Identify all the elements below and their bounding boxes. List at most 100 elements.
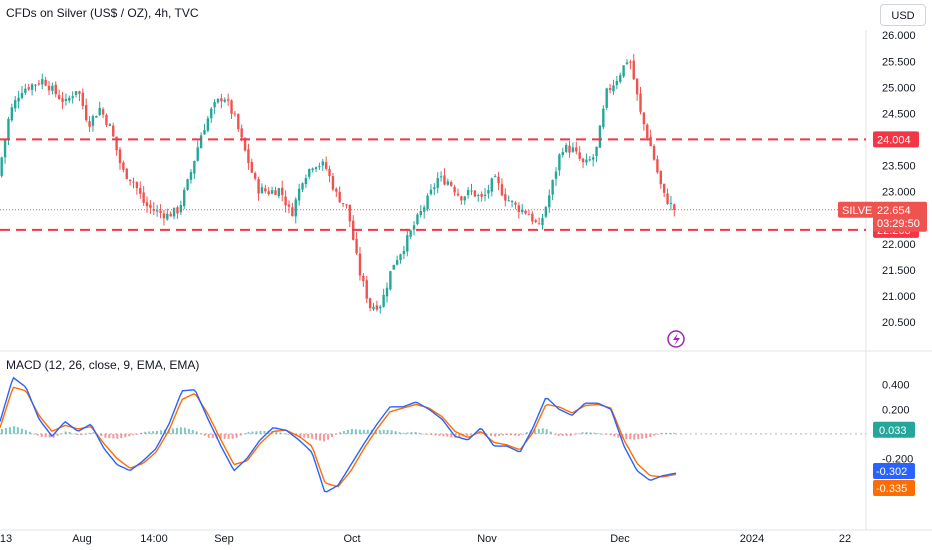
countdown-label: 03:29:50	[877, 218, 920, 230]
candle-body	[277, 188, 281, 197]
hist-bar	[605, 433, 608, 435]
candle-body	[551, 180, 554, 195]
hist-bar	[378, 429, 381, 434]
candle-body	[625, 62, 629, 64]
candle-body	[257, 179, 260, 194]
candle-body	[226, 99, 230, 101]
candle-body	[57, 95, 61, 99]
hist-bar	[513, 433, 516, 436]
hist-bar	[315, 433, 318, 440]
hist-bar	[541, 428, 544, 434]
hist-bar	[525, 432, 528, 434]
candle-body	[429, 189, 433, 195]
hist-bar	[235, 433, 238, 438]
hist-bar	[231, 433, 234, 439]
candle-body	[331, 176, 335, 190]
hist-bar	[609, 433, 612, 436]
candle-body	[483, 194, 487, 196]
candle-body	[3, 139, 7, 158]
hist-bar	[653, 433, 656, 436]
candle-body	[375, 305, 379, 310]
candle-body	[581, 158, 585, 163]
hist-bar	[132, 433, 135, 436]
price-axis-tick-5: 23.500	[882, 161, 916, 173]
lightning-bolt	[673, 333, 680, 346]
candle-body	[534, 220, 537, 223]
symbol-tag	[838, 201, 874, 218]
hist-bar	[386, 429, 389, 434]
candle-body	[412, 225, 416, 230]
candle-body	[605, 88, 608, 108]
candle-body	[507, 200, 510, 202]
hist-bar	[533, 429, 536, 434]
hist-bar	[553, 433, 556, 435]
hist-bar	[108, 433, 111, 439]
hist-bar	[585, 432, 588, 434]
hist-value-tag	[873, 421, 915, 438]
hist-bar	[661, 432, 664, 434]
candle-body	[149, 204, 152, 208]
candle-body	[602, 108, 605, 128]
candle-body	[537, 223, 541, 225]
hist-bar	[366, 429, 369, 434]
candle-body	[284, 196, 287, 206]
hist-bar	[28, 431, 31, 434]
candle-body	[193, 160, 196, 174]
candle-body	[172, 207, 176, 217]
hist-bar	[613, 433, 616, 437]
candle-body	[159, 210, 162, 214]
hist-bar	[382, 429, 385, 434]
candle-body	[487, 190, 490, 194]
candle-body	[267, 191, 270, 195]
candle-body	[480, 193, 483, 197]
hist-bar	[581, 432, 584, 434]
candle-body	[463, 196, 466, 201]
candle-body	[389, 271, 392, 290]
hist-bar	[517, 433, 520, 436]
candle-body	[44, 79, 47, 86]
candle-body	[233, 113, 237, 115]
candle-body	[355, 238, 358, 254]
currency-button[interactable]: USD	[880, 4, 926, 26]
candle-body	[321, 161, 324, 166]
candle-body	[622, 65, 625, 77]
candle-body	[419, 210, 423, 216]
hist-bar	[601, 433, 604, 435]
candle-body	[98, 107, 101, 116]
candle-body	[51, 85, 54, 91]
hist-bar	[187, 428, 190, 434]
macd-line	[0, 376, 677, 493]
hist-bar	[346, 429, 349, 434]
hist-bar	[40, 433, 43, 437]
candle-body	[564, 145, 568, 152]
hist-bar	[561, 433, 564, 436]
candle-body	[588, 159, 592, 161]
candle-body	[669, 202, 673, 204]
hist-bar	[446, 433, 449, 437]
hist-bar	[597, 433, 600, 434]
candle-body	[324, 162, 328, 169]
hist-bar	[498, 433, 501, 436]
last-price-tag	[873, 201, 927, 232]
candle-body	[74, 91, 78, 95]
candle-body	[598, 125, 602, 148]
hist-bar	[406, 432, 409, 434]
hist-bar	[323, 433, 326, 442]
candle-body	[281, 187, 284, 195]
last-price-label: 22.654	[877, 205, 911, 217]
hist-bar	[104, 433, 107, 438]
hist-bar	[438, 433, 441, 436]
candle-body	[578, 152, 581, 159]
hist-bar	[152, 431, 155, 434]
candle-body	[477, 195, 480, 197]
candle-body	[652, 146, 656, 160]
candle-body	[433, 187, 436, 190]
candle-body	[392, 264, 395, 270]
time-axis-tick-3: Sep	[214, 533, 234, 545]
candle-body	[500, 184, 504, 196]
candle-body	[345, 204, 348, 206]
candle-body	[20, 93, 24, 98]
hist-bar	[148, 431, 151, 434]
hist-bar	[625, 433, 628, 440]
